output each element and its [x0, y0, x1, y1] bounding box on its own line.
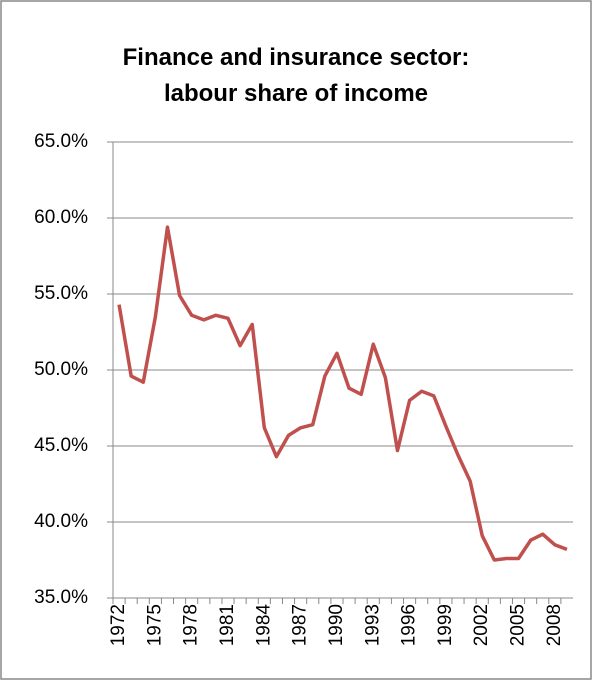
x-tick-label: 2008: [544, 604, 565, 646]
y-tick-label: 55.0%: [34, 283, 88, 304]
x-tick-label: 1984: [253, 604, 274, 647]
x-tick-label: 1996: [399, 604, 420, 646]
y-tick-label: 65.0%: [34, 131, 88, 152]
x-tick-label: 1975: [144, 604, 165, 646]
y-tick-label: 40.0%: [34, 511, 88, 532]
series-line: [117, 225, 568, 562]
y-tick-label: 35.0%: [34, 587, 88, 608]
x-tick-label: 1978: [181, 604, 202, 646]
y-tick-label: 60.0%: [34, 207, 88, 228]
chart-title: Finance and insurance sector: labour sha…: [122, 44, 470, 107]
y-tick-label: 45.0%: [34, 435, 88, 456]
x-tick-label: 2002: [471, 604, 492, 646]
x-tick-label: 1987: [290, 604, 311, 646]
x-tick-label: 1993: [362, 604, 383, 646]
x-tick-label: 2005: [508, 604, 529, 646]
x-tick-label: 1981: [217, 604, 238, 646]
x-tick-label: 1972: [108, 604, 129, 646]
x-tick-label: 1990: [326, 604, 347, 646]
x-tick-label: 1999: [435, 604, 456, 646]
y-tick-label: 50.0%: [34, 359, 88, 380]
